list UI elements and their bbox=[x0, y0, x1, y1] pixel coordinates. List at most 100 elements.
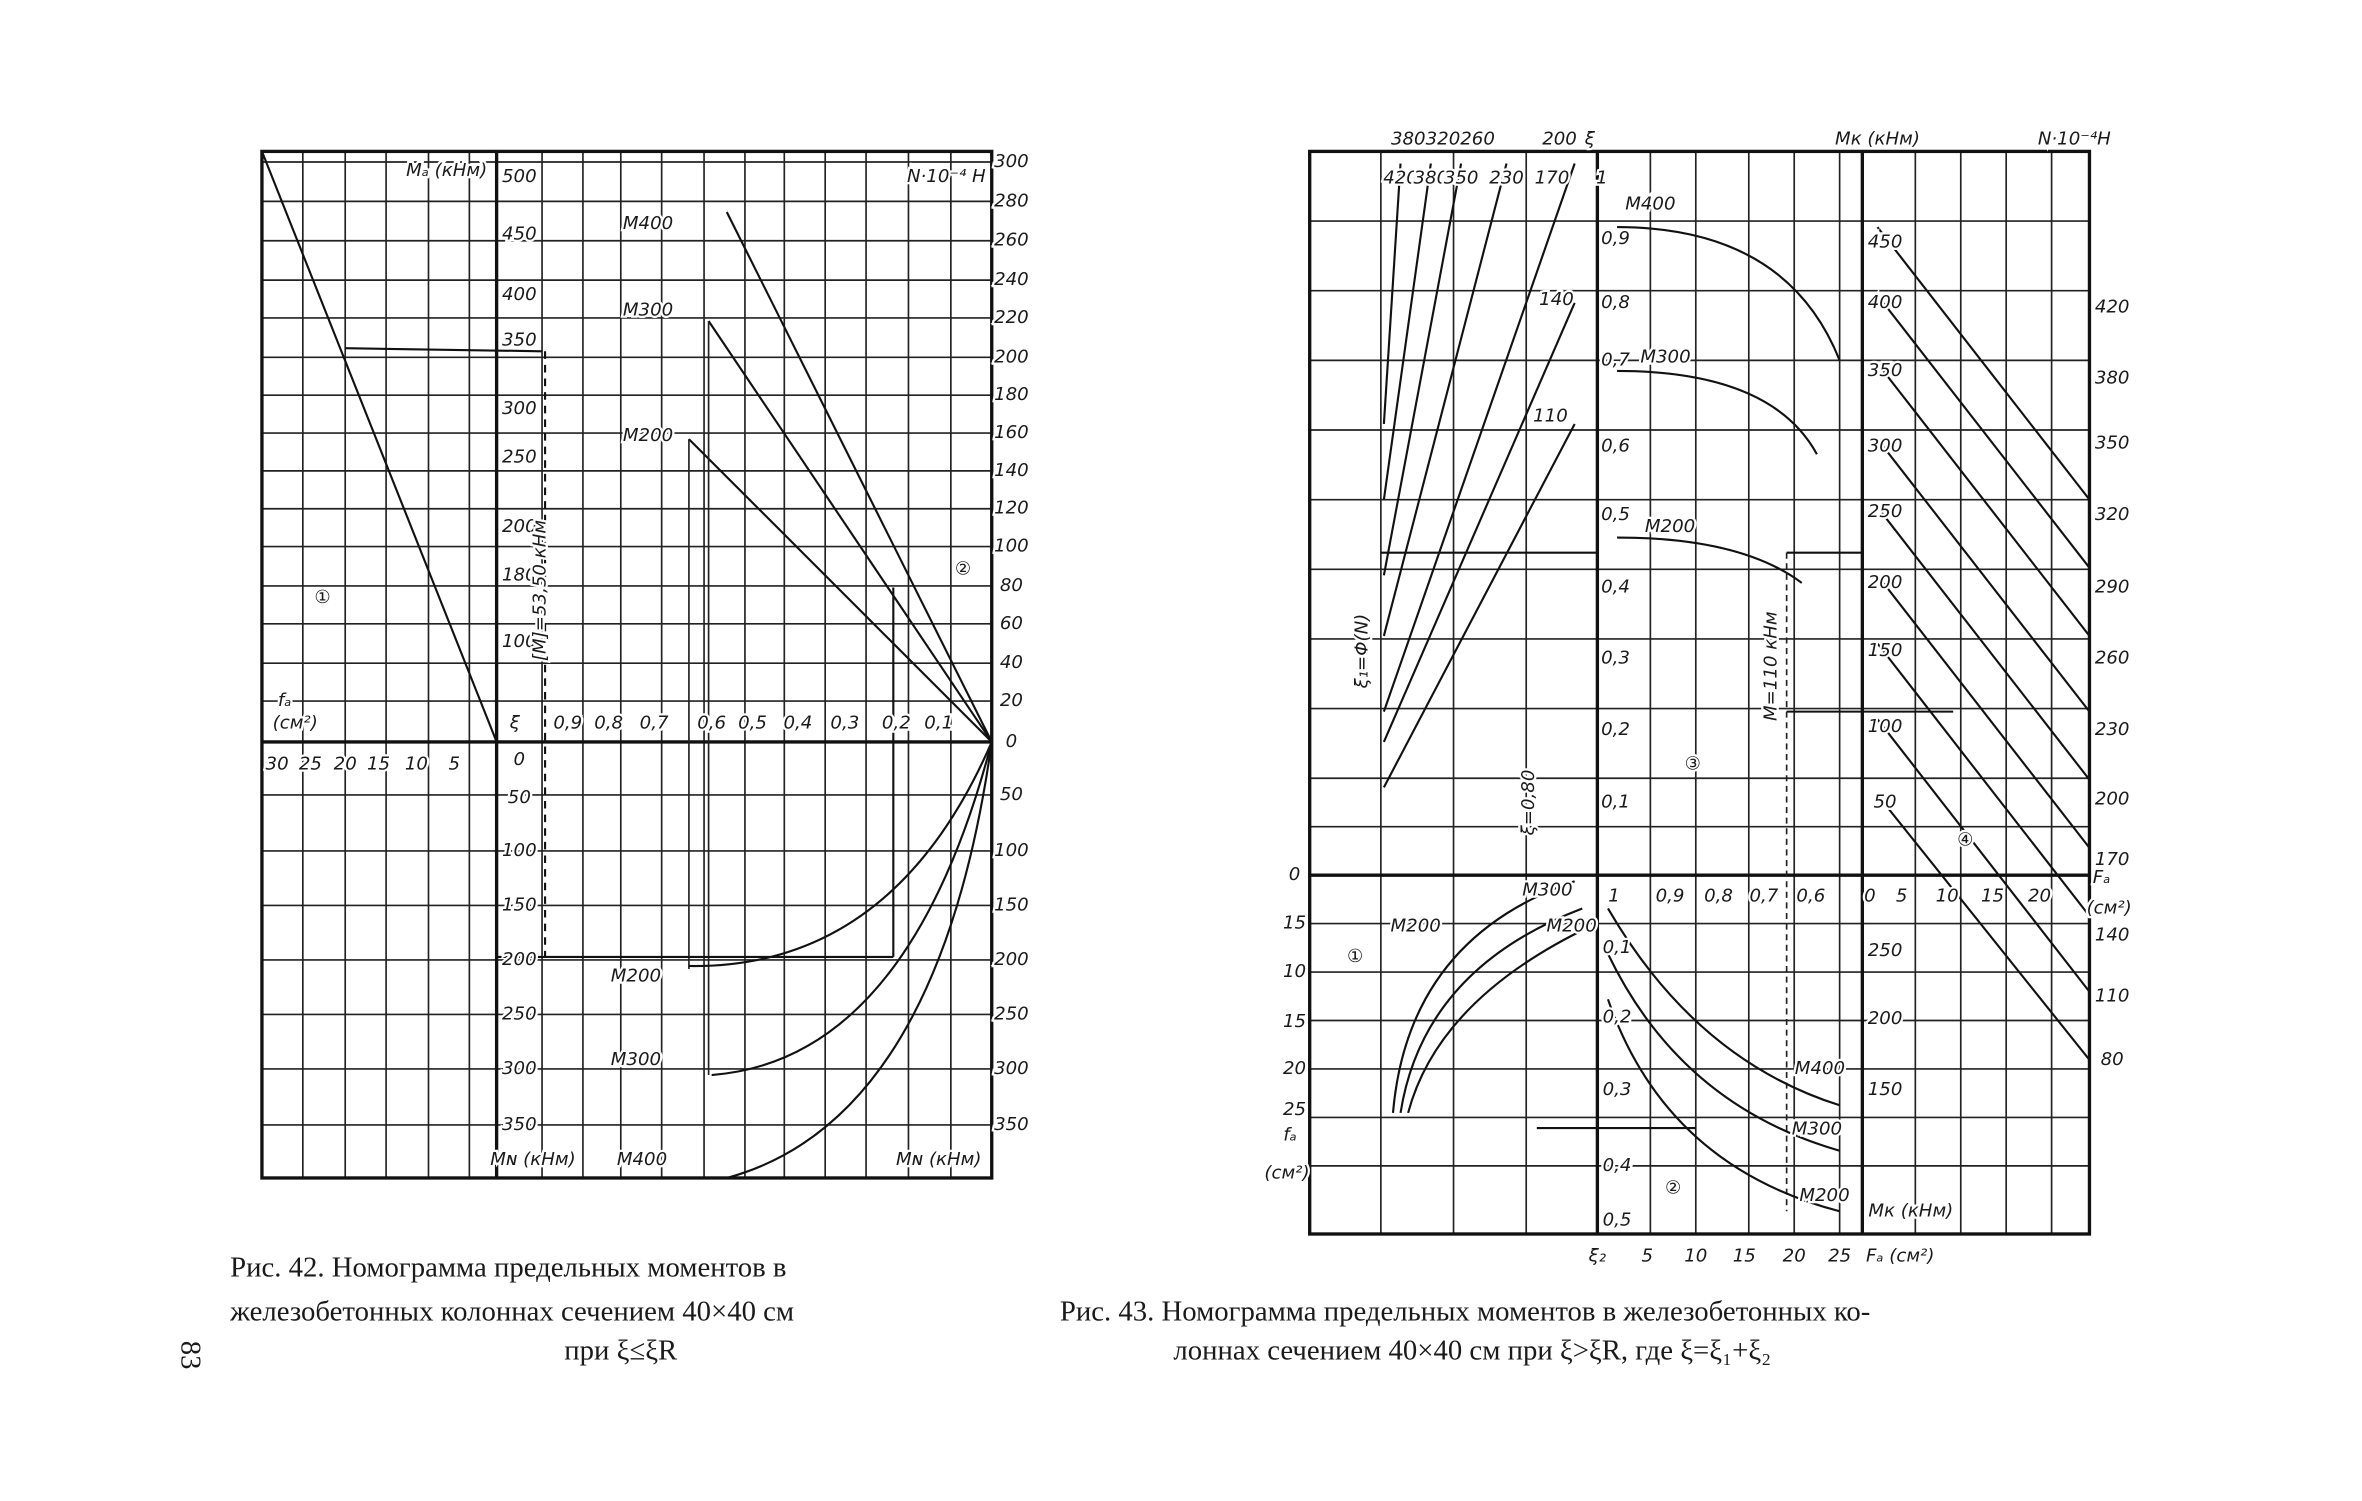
caption-line: Рис. 42. Номограмма предельных моментов … bbox=[230, 1251, 786, 1283]
m200-line bbox=[688, 438, 993, 743]
axis-label: 50 bbox=[1874, 791, 1897, 812]
axis-label: 150 bbox=[1868, 640, 1903, 661]
curve bbox=[1399, 907, 1583, 1114]
axis-label: (см²) bbox=[1264, 1162, 1309, 1183]
axis-label: 110 bbox=[1533, 405, 1568, 426]
axis-label: 25 bbox=[1828, 1246, 1851, 1267]
axis-label: 0,6 bbox=[697, 713, 726, 734]
axis-label: 0,4 bbox=[783, 713, 812, 734]
labels: Mₐ (кНм) N·10⁻⁴ H300280260240220200180160… bbox=[263, 126, 2134, 1269]
axis-label: 200 bbox=[502, 516, 537, 537]
axis-label: fₐ bbox=[278, 690, 292, 711]
axis-label: 240 bbox=[994, 269, 1029, 290]
axis-label: M300 bbox=[1640, 346, 1690, 367]
scaled-page: Mₐ (кНм) N·10⁻⁴ H300280260240220200180160… bbox=[175, 126, 2134, 1369]
axis-label: 380 bbox=[1413, 168, 1448, 189]
axis-label: M400 bbox=[617, 1149, 667, 1170]
figure-43-lines bbox=[1308, 149, 2092, 1236]
axis-label: 5 bbox=[1642, 1246, 1654, 1267]
axis-label: 80 bbox=[1000, 575, 1023, 596]
axis-label: 10 bbox=[405, 754, 428, 775]
axis-label: 260 bbox=[994, 230, 1029, 251]
figure-43-grid bbox=[1309, 151, 2090, 1234]
axis-label: 10 bbox=[1936, 885, 1959, 906]
axis-label: 300 bbox=[1868, 436, 1903, 457]
axis-label: M200 bbox=[1799, 1185, 1849, 1206]
axis-label: 0 bbox=[1006, 731, 1018, 752]
axis-label: ① bbox=[314, 587, 330, 608]
diag-line bbox=[1876, 642, 2091, 917]
m300-line bbox=[707, 320, 993, 743]
axis-label: 10 bbox=[1283, 961, 1306, 982]
axis-label: 0,1 bbox=[924, 713, 953, 734]
axis-label: 350 bbox=[2095, 433, 2130, 454]
axis-label: 300 bbox=[994, 151, 1029, 172]
axis-label: 15 bbox=[1733, 1246, 1756, 1267]
diag-line bbox=[1876, 506, 2091, 781]
axis-label: 50 bbox=[1000, 784, 1023, 805]
axis-label: 0,3 bbox=[1603, 1079, 1632, 1100]
axis-label: 150 bbox=[1868, 1079, 1903, 1100]
m300-curve bbox=[711, 741, 993, 1077]
axis-label: 250 bbox=[1868, 501, 1903, 522]
axis-label: Fₐ (см²) bbox=[1866, 1246, 1934, 1267]
axis-label: M400 bbox=[623, 213, 673, 234]
axis-label: 400 bbox=[502, 284, 537, 305]
axis-label: ξ bbox=[1584, 128, 1596, 149]
axis-label: (см²) bbox=[2087, 897, 2132, 918]
axis-label: 0,7 bbox=[640, 713, 669, 734]
curve bbox=[1607, 953, 1840, 1152]
axis-label: 500 bbox=[502, 166, 537, 187]
caption-line: Рис. 43. Номограмма предельных моментов … bbox=[1060, 1295, 1871, 1327]
axis-label: 380320260 bbox=[1391, 128, 1495, 149]
axis-label: 0,4 bbox=[1603, 1155, 1632, 1176]
axis-label: 100 bbox=[994, 536, 1029, 557]
axis-label: 450 bbox=[502, 224, 537, 245]
axis-label: 350 bbox=[994, 1114, 1029, 1135]
axis-label: Mк (кНм) bbox=[1835, 128, 1920, 149]
diag-line bbox=[1876, 574, 2091, 849]
axis-label: 20 bbox=[1000, 690, 1023, 711]
axis-label: 0,8 bbox=[594, 713, 623, 734]
axis-label: 30 bbox=[266, 754, 289, 775]
axis-label: 0,1 bbox=[1603, 937, 1632, 958]
axis-label: 0 bbox=[1289, 864, 1301, 885]
axis-label: 0,4 bbox=[1601, 576, 1630, 597]
axis-label: ξ bbox=[509, 713, 521, 734]
axis-label: 420 bbox=[2095, 296, 2130, 317]
curve bbox=[1391, 880, 1576, 1113]
axis-label: ① bbox=[1347, 946, 1363, 967]
axis-label: 100 bbox=[502, 631, 537, 652]
axis-label: 250 bbox=[994, 1003, 1029, 1024]
axis-label: 200 bbox=[1542, 128, 1577, 149]
axis-label: 350 bbox=[1444, 168, 1479, 189]
axis-label: 140 bbox=[2095, 925, 2130, 946]
axis-label: Mк (кНм) bbox=[1868, 1200, 1953, 1221]
axis-label: M300 bbox=[623, 299, 673, 320]
axis-label: 200 bbox=[502, 949, 537, 970]
axis-label: 200 bbox=[994, 949, 1029, 970]
axis-label: 80 bbox=[2101, 1049, 2124, 1070]
axis-label: fₐ bbox=[1283, 1125, 1297, 1146]
axis-label: Mₐ (кНм) bbox=[406, 160, 487, 181]
axis-label: 180 bbox=[994, 384, 1029, 405]
axis-label: 200 bbox=[2095, 788, 2130, 809]
axis-label: (см²) bbox=[273, 713, 318, 734]
axis-label: 250 bbox=[1868, 940, 1903, 961]
axis-label: 160 bbox=[994, 422, 1029, 443]
nomo-line bbox=[260, 151, 498, 743]
axis-label: M300 bbox=[611, 1049, 661, 1070]
m400-curve bbox=[726, 741, 993, 1179]
fan-line bbox=[1382, 163, 1508, 637]
axis-label: 0,3 bbox=[830, 713, 859, 734]
m300-curve bbox=[1617, 369, 1818, 455]
axis-label: N·10⁻⁴ H bbox=[907, 166, 986, 187]
axis-label: 0,2 bbox=[882, 713, 911, 734]
axis-label: 180 bbox=[502, 564, 537, 585]
axis-label: ③ bbox=[1685, 754, 1701, 775]
frame bbox=[260, 149, 994, 1180]
axis-label: 100 bbox=[1868, 716, 1903, 737]
axis-label: 0,3 bbox=[1601, 648, 1630, 669]
axis-label: 140 bbox=[1539, 289, 1574, 310]
axis-label: 170 bbox=[2095, 849, 2130, 870]
